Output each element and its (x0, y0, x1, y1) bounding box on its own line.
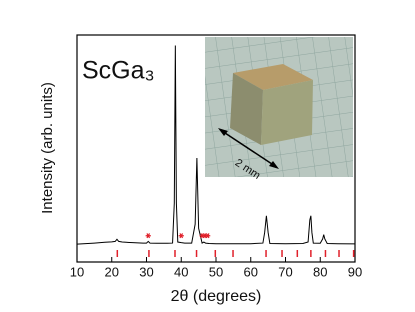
x-tick-label: 90 (348, 264, 362, 279)
impurity-marker (178, 233, 184, 239)
x-tick-label: 40 (174, 264, 188, 279)
x-axis-label: 2θ (degrees) (171, 288, 262, 305)
photo-inset (205, 37, 353, 177)
x-tick-label: 80 (313, 264, 327, 279)
x-tick-label: 60 (244, 264, 258, 279)
x-tick-label: 30 (139, 264, 153, 279)
x-tick-label: 20 (105, 264, 119, 279)
x-tick-label: 50 (209, 264, 223, 279)
chart-title: ScGa₃ (82, 57, 155, 85)
impurity-marker (145, 233, 151, 239)
impurity-marker (205, 233, 211, 239)
x-tick-label: 70 (278, 264, 292, 279)
y-axis-label: Intensity (arb. units) (39, 82, 56, 214)
x-tick-label: 10 (70, 264, 84, 279)
